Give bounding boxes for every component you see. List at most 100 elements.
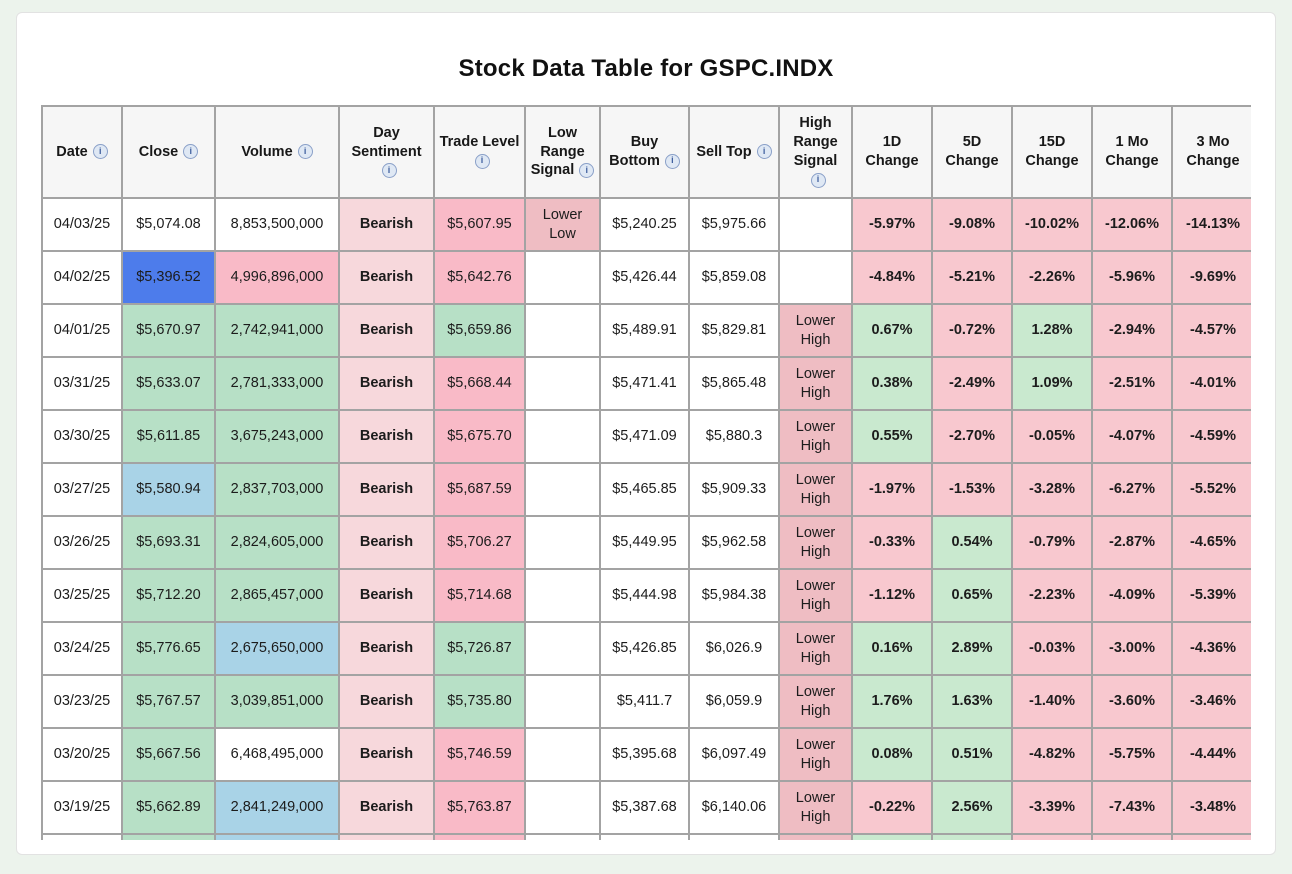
cell-1d-change: 0.55%: [851, 409, 933, 464]
cell-5d-change: 1.63%: [931, 674, 1013, 729]
cell-3mo-change: -4.65%: [1171, 515, 1251, 570]
col-header-trade-level: Trade Level i: [433, 105, 526, 199]
col-header-label: 1D Change: [865, 134, 919, 169]
col-header-label: High Range Signal: [793, 115, 838, 169]
cell-buy-bottom: [599, 833, 690, 840]
cell-1d-change: -4.84%: [851, 250, 933, 305]
table-row: 03/31/25 $5,633.07 2,781,333,000 Bearish $5,…: [41, 356, 1251, 411]
table-row: 04/02/25 $5,396.52 4,996,896,000 Bearish $5,…: [41, 250, 1251, 305]
cell-close: $5,633.07: [121, 356, 216, 411]
col-header-label: Close: [138, 143, 179, 160]
cell-close: [121, 833, 216, 840]
cell-low-range-signal: [524, 727, 601, 782]
cell-date: 04/01/25: [41, 303, 123, 358]
cell-trade-level: $5,687.59: [433, 462, 526, 517]
table-row: 03/30/25 $5,611.85 3,675,243,000 Bearish $5,…: [41, 409, 1251, 464]
cell-day-sentiment: Bearish: [338, 727, 435, 782]
info-icon[interactable]: i: [183, 144, 199, 160]
col-header-label: 5D Change: [945, 134, 999, 169]
cell-3mo-change: -4.01%: [1171, 356, 1251, 411]
cell-day-sentiment: Bearish: [338, 568, 435, 623]
cell-high-range-signal: Lower High: [778, 727, 853, 782]
partial-table-row: [41, 833, 1251, 840]
cell-1d-change: 1.76%: [851, 674, 933, 729]
cell-buy-bottom: $5,240.25: [599, 197, 690, 252]
table-row: 04/03/25 $5,074.08 8,853,500,000 Bearish $5,…: [41, 197, 1251, 252]
col-header-high-range-signal: High Range Signal i: [778, 105, 853, 199]
cell-5d-change: 0.54%: [931, 515, 1013, 570]
info-icon[interactable]: i: [474, 153, 490, 169]
cell-3mo-change: -5.52%: [1171, 462, 1251, 517]
info-icon[interactable]: i: [579, 163, 595, 179]
cell-low-range-signal: [524, 462, 601, 517]
col-header-buy-bottom: Buy Bottom i: [599, 105, 690, 199]
cell-5d-change: 0.65%: [931, 568, 1013, 623]
cell-date: 03/26/25: [41, 515, 123, 570]
info-icon[interactable]: i: [810, 172, 826, 188]
cell-trade-level: $5,714.68: [433, 568, 526, 623]
cell-1d-change: -0.22%: [851, 780, 933, 835]
cell-low-range-signal: [524, 780, 601, 835]
cell-15d-change: -1.40%: [1011, 674, 1093, 729]
cell-5d-change: -9.08%: [931, 197, 1013, 252]
cell-sell-top: $6,026.9: [688, 621, 780, 676]
cell-day-sentiment: Bearish: [338, 303, 435, 358]
table-row: 03/27/25 $5,580.94 2,837,703,000 Bearish $5,…: [41, 462, 1251, 517]
cell-3mo-change: -5.39%: [1171, 568, 1251, 623]
cell-5d-change: -5.21%: [931, 250, 1013, 305]
cell-buy-bottom: $5,471.09: [599, 409, 690, 464]
cell-date: 04/02/25: [41, 250, 123, 305]
cell-date: 03/30/25: [41, 409, 123, 464]
cell-day-sentiment: Bearish: [338, 674, 435, 729]
col-header-label: Low Range Signal: [530, 124, 585, 179]
cell-trade-level: $5,607.95: [433, 197, 526, 252]
cell-1mo-change: -2.51%: [1091, 356, 1173, 411]
cell-buy-bottom: $5,387.68: [599, 780, 690, 835]
cell-volume: 3,675,243,000: [214, 409, 340, 464]
info-icon[interactable]: i: [297, 144, 313, 160]
cell-15d-change: -3.28%: [1011, 462, 1093, 517]
cell-date: 03/27/25: [41, 462, 123, 517]
cell-15d-change: -0.03%: [1011, 621, 1093, 676]
cell-1mo-change: -7.43%: [1091, 780, 1173, 835]
cell-close: $5,580.94: [121, 462, 216, 517]
cell-day-sentiment: Bearish: [338, 409, 435, 464]
cell-high-range-signal: Lower High: [778, 303, 853, 358]
col-header-15d-change: 15D Change: [1011, 105, 1093, 199]
cell-date: 03/24/25: [41, 621, 123, 676]
cell-1d-change: -5.97%: [851, 197, 933, 252]
cell-15d-change: -10.02%: [1011, 197, 1093, 252]
cell-high-range-signal: Lower High: [778, 462, 853, 517]
info-icon[interactable]: i: [664, 153, 680, 169]
cell-close: $5,712.20: [121, 568, 216, 623]
cell-1d-change: -1.97%: [851, 462, 933, 517]
table-scroll-area[interactable]: Date i Close i Volume i Day Sentimenti Trade Le…: [41, 105, 1251, 840]
cell-day-sentiment: [338, 833, 435, 840]
cell-trade-level: $5,642.76: [433, 250, 526, 305]
cell-date: 03/19/25: [41, 780, 123, 835]
col-header-label: 1 Mo Change: [1105, 134, 1159, 169]
cell-1mo-change: -4.09%: [1091, 568, 1173, 623]
cell-1mo-change: -5.75%: [1091, 727, 1173, 782]
info-icon[interactable]: i: [756, 144, 772, 160]
cell-close: $5,396.52: [121, 250, 216, 305]
table-row: 03/25/25 $5,712.20 2,865,457,000 Bearish $5,…: [41, 568, 1251, 623]
cell-1d-change: 0.67%: [851, 303, 933, 358]
cell-5d-change: 0.51%: [931, 727, 1013, 782]
cell-volume: 2,837,703,000: [214, 462, 340, 517]
cell-1mo-change: -4.07%: [1091, 409, 1173, 464]
cell-buy-bottom: $5,465.85: [599, 462, 690, 517]
cell-15d-change: -0.79%: [1011, 515, 1093, 570]
info-icon[interactable]: i: [381, 163, 397, 179]
info-icon[interactable]: i: [92, 144, 108, 160]
cell-3mo-change: -4.59%: [1171, 409, 1251, 464]
cell-1d-change: 0.16%: [851, 621, 933, 676]
cell-high-range-signal: Lower High: [778, 674, 853, 729]
cell-5d-change: [931, 833, 1013, 840]
cell-15d-change: -3.39%: [1011, 780, 1093, 835]
cell-day-sentiment: Bearish: [338, 250, 435, 305]
cell-15d-change: -2.26%: [1011, 250, 1093, 305]
cell-volume: 6,468,495,000: [214, 727, 340, 782]
cell-low-range-signal: Lower Low: [524, 197, 601, 252]
col-header-label: 3 Mo Change: [1186, 134, 1240, 169]
